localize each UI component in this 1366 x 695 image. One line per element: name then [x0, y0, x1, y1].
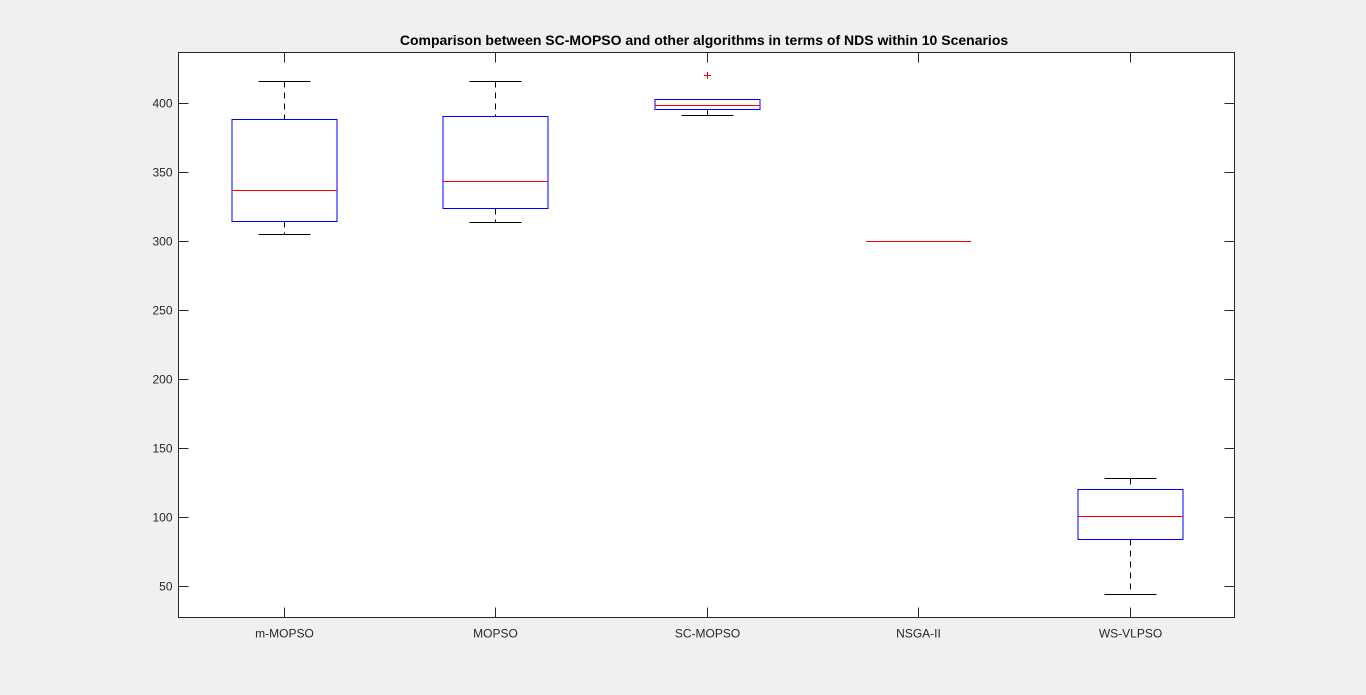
box-group-WS-VLPSO: [1077, 478, 1184, 595]
box-group-SC-MOPSO: [654, 72, 761, 116]
x-tick-label-4: WS-VLPSO: [1099, 627, 1162, 641]
iqr-box: [442, 116, 549, 209]
plot-area: [178, 52, 1235, 618]
outlier-marker-0: [704, 72, 711, 79]
iqr-box: [231, 119, 338, 222]
y-tick-label-100: 100: [152, 511, 172, 525]
x-tick-label-3: NSGA-II: [896, 627, 941, 641]
marks-layer: [231, 72, 1184, 595]
box-group-m-MOPSO: [231, 81, 338, 235]
ticks-layer: 50 100 150 200 250 300 350 400 m-MOPSO MOPSO SC-MO…: [152, 52, 1235, 641]
y-tick-label-250: 250: [152, 304, 172, 318]
chart-title: Comparison between SC-MOPSO and other al…: [400, 32, 1009, 48]
box-group-MOPSO: [442, 81, 549, 223]
iqr-box: [654, 99, 761, 110]
y-tick-label-300: 300: [152, 235, 172, 249]
x-tick-label-2: SC-MOPSO: [675, 627, 740, 641]
y-tick-label-350: 350: [152, 166, 172, 180]
y-tick-label-200: 200: [152, 373, 172, 387]
y-tick-label-400: 400: [152, 97, 172, 111]
y-tick-label-150: 150: [152, 442, 172, 456]
x-tick-label-0: m-MOPSO: [255, 627, 314, 641]
iqr-box: [1077, 489, 1184, 540]
x-tick-label-1: MOPSO: [473, 627, 518, 641]
y-tick-label-50: 50: [159, 580, 173, 594]
plot-frame: [178, 52, 1235, 618]
